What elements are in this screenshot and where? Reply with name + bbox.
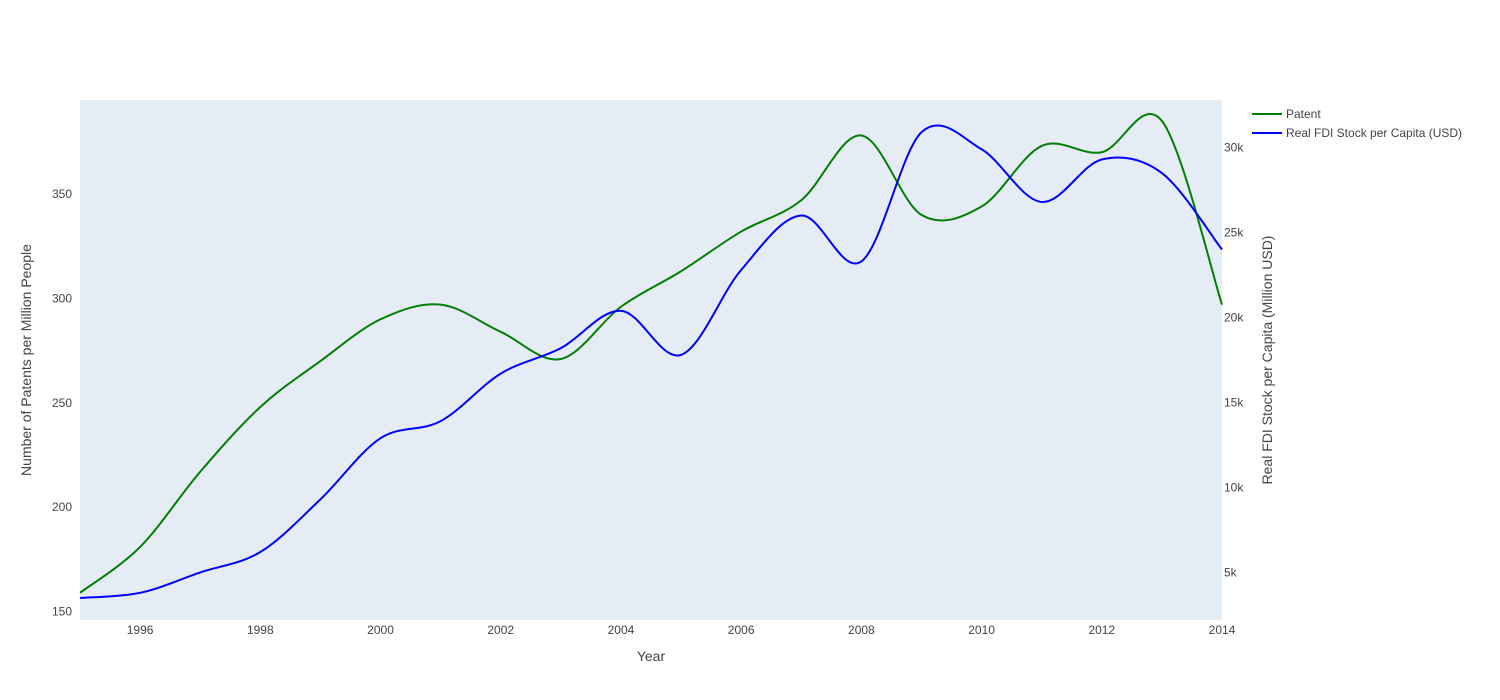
legend[interactable]: Patent Real FDI Stock per Capita (USD) (1252, 107, 1462, 140)
legend-item-patent[interactable]: Patent (1252, 107, 1321, 121)
series-line-fdi (79, 124, 1223, 599)
y-tick-label: 250 (52, 396, 72, 410)
plot-background (80, 100, 1222, 620)
y2-tick-label: 20k (1224, 311, 1244, 325)
x-tick-label: 2002 (487, 623, 514, 637)
series-line-patent (79, 113, 1223, 594)
x-tick-label: 2014 (1209, 623, 1236, 637)
x-tick-label: 2004 (608, 623, 635, 637)
x-tick-label: 1998 (247, 623, 274, 637)
x-tick-label: 2010 (968, 623, 995, 637)
y-axis-ticks: 150 200 250 300 350 (52, 187, 72, 619)
x-tick-label: 2006 (728, 623, 755, 637)
y2-tick-label: 25k (1224, 226, 1244, 240)
y-tick-label: 150 (52, 605, 72, 619)
legend-label-patent: Patent (1286, 107, 1321, 121)
legend-item-fdi[interactable]: Real FDI Stock per Capita (USD) (1252, 126, 1462, 140)
y2-axis-ticks: 5k 10k 15k 20k 25k 30k (1224, 141, 1244, 580)
series-layer (79, 113, 1223, 599)
y2-tick-label: 5k (1224, 565, 1238, 579)
y2-tick-label: 30k (1224, 141, 1244, 155)
x-tick-label: 2008 (848, 623, 875, 637)
y-tick-label: 300 (52, 291, 72, 305)
x-axis-ticks: 1996 1998 2000 2002 2004 2006 2008 2010 2012 2014 (127, 623, 1236, 637)
y2-axis-title: Real FDI Stock per Capita (Million USD) (1259, 236, 1275, 485)
y2-tick-label: 10k (1224, 480, 1244, 494)
x-tick-label: 1996 (127, 623, 154, 637)
y-axis-title: Number of Patents per Million People (18, 244, 34, 476)
y-tick-label: 200 (52, 500, 72, 514)
x-tick-label: 2000 (367, 623, 394, 637)
x-axis-title: Year (637, 648, 666, 664)
x-tick-label: 2012 (1088, 623, 1115, 637)
y-tick-label: 350 (52, 187, 72, 201)
y2-tick-label: 15k (1224, 395, 1244, 409)
legend-label-fdi: Real FDI Stock per Capita (USD) (1286, 126, 1462, 140)
